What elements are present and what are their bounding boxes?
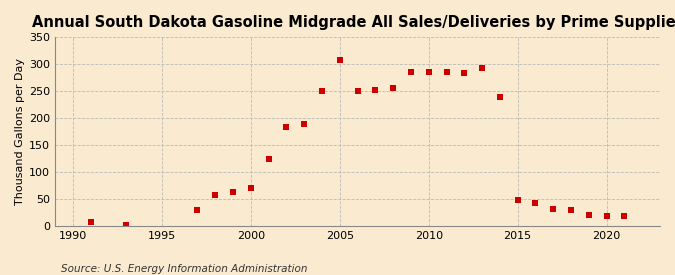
- Title: Annual South Dakota Gasoline Midgrade All Sales/Deliveries by Prime Supplier: Annual South Dakota Gasoline Midgrade Al…: [32, 15, 675, 30]
- Y-axis label: Thousand Gallons per Day: Thousand Gallons per Day: [15, 58, 25, 205]
- Text: Source: U.S. Energy Information Administration: Source: U.S. Energy Information Administ…: [61, 264, 307, 274]
